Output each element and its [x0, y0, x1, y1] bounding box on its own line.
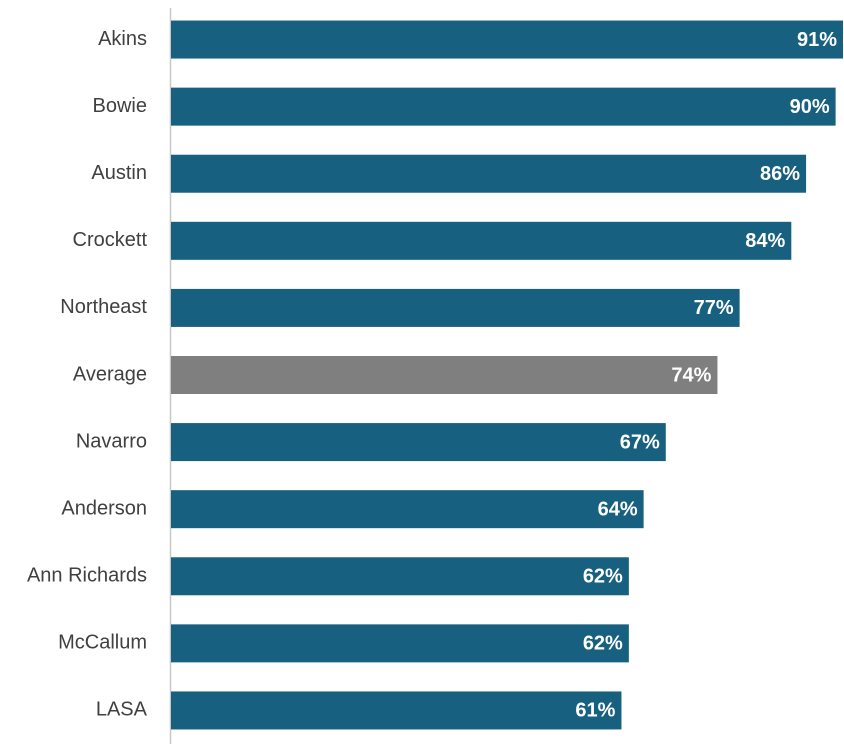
- data-label: 61%: [575, 700, 615, 722]
- data-label: 62%: [583, 633, 623, 655]
- data-label: 91%: [797, 29, 837, 51]
- data-label: 67%: [620, 431, 660, 453]
- bar: [171, 20, 843, 59]
- data-label: 86%: [760, 163, 800, 185]
- y-tick-label: Navarro: [76, 430, 147, 452]
- data-label: 64%: [598, 498, 638, 520]
- data-label: 90%: [790, 96, 830, 118]
- bar: [171, 356, 718, 394]
- y-tick-label: Anderson: [61, 497, 147, 519]
- y-tick-label: McCallum: [58, 632, 147, 654]
- data-label: 74%: [671, 364, 711, 386]
- bar: [171, 691, 622, 730]
- y-tick-label: Average: [73, 363, 147, 385]
- data-label: 84%: [745, 230, 785, 252]
- y-tick-label: Austin: [91, 162, 147, 184]
- y-tick-label: Northeast: [60, 296, 147, 318]
- y-tick-label: Akins: [98, 28, 147, 50]
- data-label: 77%: [694, 297, 734, 319]
- bar: [171, 490, 644, 529]
- bar: [171, 221, 792, 260]
- y-tick-label: Crockett: [73, 229, 148, 251]
- y-tick-label: Bowie: [93, 95, 147, 117]
- bar: [171, 288, 740, 327]
- bar: [171, 87, 836, 126]
- y-tick-label: Ann Richards: [27, 565, 147, 587]
- bar: [171, 423, 666, 462]
- y-tick-label: LASA: [96, 699, 148, 721]
- bar: [171, 557, 629, 596]
- bar: [171, 154, 807, 193]
- bar: [171, 624, 629, 663]
- data-label: 62%: [583, 566, 623, 588]
